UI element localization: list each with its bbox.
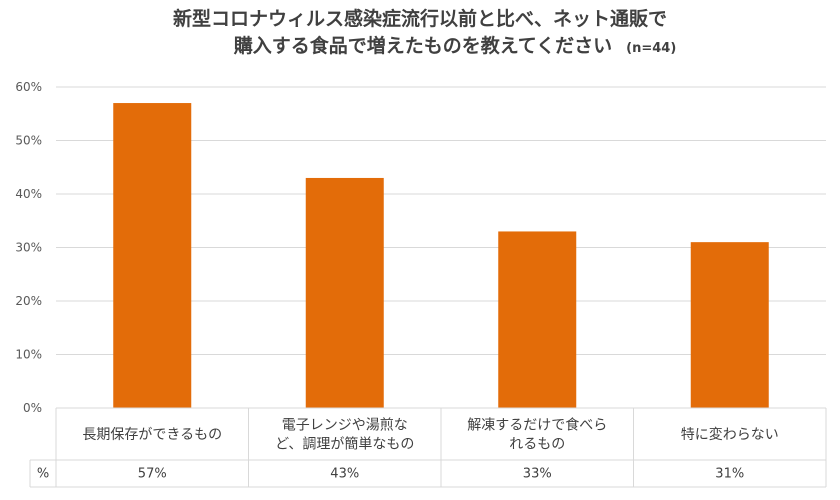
y-tick-label: 30% [15,241,42,255]
sample-size: (n=44) [626,41,677,56]
x-tick-label: 長期保存ができるもの [82,427,222,443]
x-tick-label-line: ど、調理が簡単なもの [275,437,414,453]
y-tick-label: 20% [15,294,42,308]
y-tick-label: 40% [15,187,42,201]
bars [113,103,769,409]
chart-title-line1: 新型コロナウィルス感染症流行以前と比べ、ネット通販で [172,8,667,30]
data-label: 43% [330,467,359,482]
data-label: 57% [138,467,167,482]
x-tick-label: 解凍するだけで食べられるもの [467,417,607,453]
x-tick-label: 特に変わらない [681,426,779,443]
x-tick-label-line: 電子レンジや湯煎な [282,417,408,434]
chart-title-line2: 購入する食品で増えたものを教えてください [233,35,613,57]
y-tick-label: 0% [23,401,42,415]
data-label: 33% [523,467,552,482]
chart-title: 新型コロナウィルス感染症流行以前と比べ、ネット通販で 購入する食品で増えたものを… [0,6,840,62]
bar [113,103,192,409]
x-tick-label-line: れるもの [509,437,565,453]
x-tick-label-line: 長期保存ができるもの [82,427,222,443]
bar [690,242,769,408]
x-tick-label-line: 解凍するだけで食べら [467,417,607,434]
data-label: 31% [715,467,744,482]
y-tick-label: 10% [15,348,42,362]
y-axis-ticks: 0% 10% 20% 30% 40% 50% 60% [15,80,42,415]
x-tick-label: 電子レンジや湯煎など、調理が簡単なもの [275,417,414,453]
table-row-label: % [37,467,49,482]
bar [498,231,577,408]
y-tick-label: 60% [15,80,42,94]
bar [305,177,384,408]
y-tick-label: 50% [15,134,42,148]
x-tick-label-line: 特に変わらない [681,426,779,443]
data-table: 長期保存ができるもの 電子レンジや湯煎など、調理が簡単なもの 解凍するだけで食べられ… [29,407,827,488]
